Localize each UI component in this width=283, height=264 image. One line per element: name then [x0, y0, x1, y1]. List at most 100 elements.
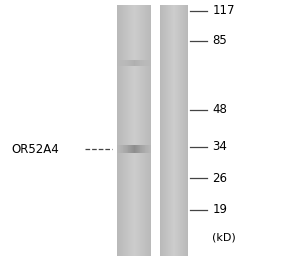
Bar: [127, 5, 128, 256]
Text: 48: 48: [212, 103, 227, 116]
Bar: [176, 5, 177, 256]
Bar: [122, 60, 123, 66]
Bar: [183, 5, 184, 256]
Bar: [117, 60, 118, 66]
Bar: [126, 145, 127, 153]
Bar: [131, 60, 132, 66]
Bar: [117, 5, 118, 256]
Bar: [173, 5, 174, 256]
Bar: [120, 145, 121, 153]
Bar: [141, 5, 142, 256]
Bar: [137, 145, 138, 153]
Bar: [150, 145, 151, 153]
Bar: [123, 145, 124, 153]
Bar: [121, 5, 122, 256]
Bar: [132, 5, 133, 256]
Bar: [184, 5, 185, 256]
Bar: [129, 145, 130, 153]
Bar: [161, 5, 162, 256]
Bar: [136, 60, 137, 66]
Bar: [127, 145, 128, 153]
Bar: [128, 5, 129, 256]
Bar: [144, 145, 145, 153]
Bar: [142, 145, 143, 153]
Bar: [124, 145, 125, 153]
Bar: [147, 5, 148, 256]
Bar: [125, 145, 126, 153]
Text: 19: 19: [212, 203, 227, 216]
Bar: [146, 60, 147, 66]
Text: OR52A4: OR52A4: [11, 143, 59, 156]
Bar: [135, 5, 136, 256]
Bar: [149, 5, 150, 256]
Bar: [174, 5, 175, 256]
Bar: [124, 60, 125, 66]
Bar: [187, 5, 188, 256]
Bar: [132, 60, 133, 66]
Bar: [140, 60, 141, 66]
Bar: [143, 145, 144, 153]
Bar: [144, 5, 145, 256]
Bar: [149, 60, 150, 66]
Bar: [122, 5, 123, 256]
Bar: [129, 60, 130, 66]
Bar: [147, 60, 148, 66]
Bar: [175, 5, 176, 256]
Bar: [138, 60, 139, 66]
Bar: [140, 145, 141, 153]
Bar: [168, 5, 169, 256]
Bar: [170, 5, 171, 256]
Bar: [146, 5, 147, 256]
Bar: [123, 60, 124, 66]
Text: 117: 117: [212, 4, 235, 17]
Bar: [141, 145, 142, 153]
Bar: [137, 5, 138, 256]
Bar: [185, 5, 186, 256]
Bar: [128, 60, 129, 66]
Bar: [142, 5, 143, 256]
Bar: [134, 145, 135, 153]
Bar: [145, 60, 146, 66]
Bar: [139, 5, 140, 256]
Bar: [149, 145, 150, 153]
Bar: [178, 5, 179, 256]
Bar: [139, 145, 140, 153]
Bar: [182, 5, 183, 256]
Bar: [150, 5, 151, 256]
Text: 85: 85: [212, 34, 227, 48]
Bar: [134, 5, 135, 256]
Bar: [133, 5, 134, 256]
Bar: [132, 145, 133, 153]
Bar: [143, 60, 144, 66]
Bar: [150, 60, 151, 66]
Bar: [125, 60, 126, 66]
Bar: [164, 5, 165, 256]
Bar: [131, 5, 132, 256]
Bar: [118, 5, 119, 256]
Bar: [120, 60, 121, 66]
Bar: [134, 60, 135, 66]
Bar: [172, 5, 173, 256]
Text: (kD): (kD): [212, 233, 236, 243]
Bar: [145, 5, 146, 256]
Bar: [135, 60, 136, 66]
Bar: [165, 5, 166, 256]
Bar: [130, 60, 131, 66]
Bar: [181, 5, 182, 256]
Bar: [137, 60, 138, 66]
Bar: [133, 60, 134, 66]
Bar: [140, 5, 141, 256]
Bar: [148, 145, 149, 153]
Bar: [126, 60, 127, 66]
Bar: [119, 5, 120, 256]
Bar: [117, 145, 118, 153]
Bar: [179, 5, 180, 256]
Bar: [131, 145, 132, 153]
Bar: [123, 5, 124, 256]
Bar: [138, 5, 139, 256]
Bar: [143, 5, 144, 256]
Bar: [147, 145, 148, 153]
Bar: [136, 5, 137, 256]
Bar: [133, 145, 134, 153]
Bar: [118, 145, 119, 153]
